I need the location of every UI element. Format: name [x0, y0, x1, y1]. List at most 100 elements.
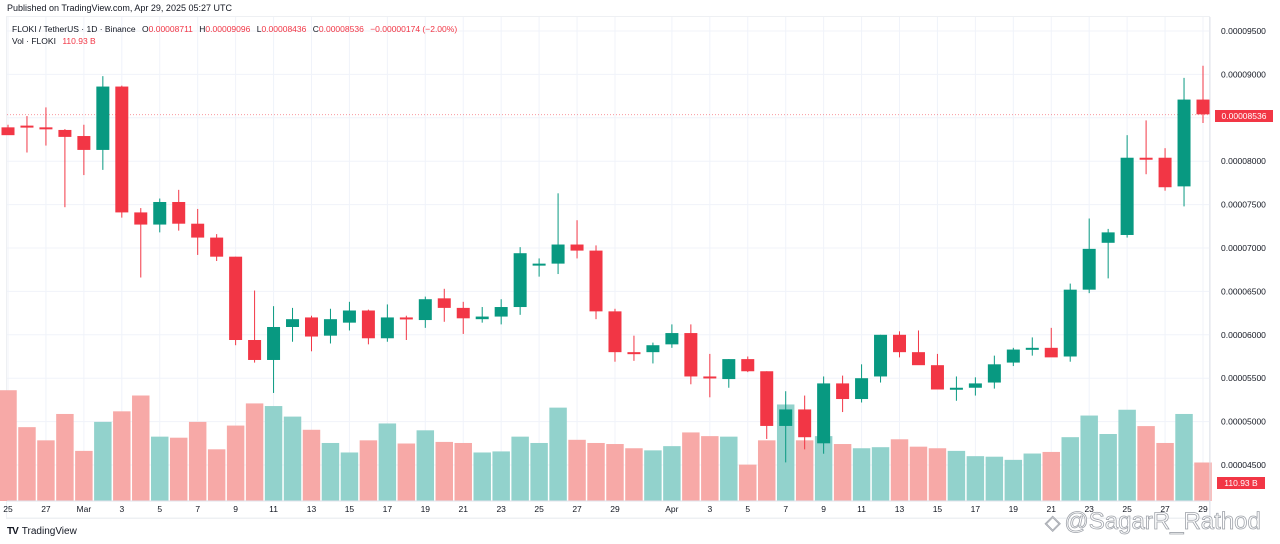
time-tick-label: 29 — [610, 504, 620, 514]
volume-bar — [644, 450, 662, 501]
time-tick-label: 13 — [895, 504, 905, 514]
volume-bar — [701, 436, 719, 501]
candle — [229, 256, 243, 346]
volume-bar — [852, 448, 871, 501]
candle-body — [646, 345, 660, 353]
candle — [987, 355, 1001, 389]
price-tick-label: 0.00006000 — [1221, 330, 1266, 340]
volume-bar — [833, 444, 852, 501]
candle — [930, 353, 944, 390]
candle-body — [494, 307, 508, 317]
high-label: H — [199, 24, 206, 34]
volume-bar — [1118, 409, 1136, 501]
candle-body — [1120, 157, 1134, 235]
candle — [20, 116, 34, 153]
candle-body — [1, 127, 15, 136]
volume-bar — [1042, 451, 1060, 501]
price-tick-label: 0.00007500 — [1221, 200, 1266, 210]
candle — [1025, 337, 1039, 356]
candle-body — [817, 383, 831, 444]
candle-body — [968, 383, 982, 388]
volume-bar — [56, 413, 74, 501]
candle-body — [684, 333, 698, 377]
candle-body — [911, 352, 925, 366]
volume-bar — [530, 442, 548, 501]
candle-body — [855, 378, 869, 400]
candle-body — [58, 129, 72, 137]
volume-bar — [132, 395, 150, 501]
candle-body — [1082, 248, 1096, 290]
volume-bar — [359, 440, 378, 501]
candle-body — [361, 310, 375, 339]
candle-body — [418, 299, 432, 321]
low-value: 0.00008436 — [261, 24, 307, 34]
volume-bar — [1137, 426, 1155, 501]
price-tick-label: 0.00005500 — [1221, 373, 1266, 383]
candle — [1082, 218, 1096, 294]
ohlc-row: FLOKI / TetherUS · 1D · Binance O 0.00008… — [12, 23, 457, 35]
candle-body — [722, 359, 736, 380]
volume-bar — [378, 423, 397, 501]
symbol-title[interactable]: FLOKI / TetherUS · 1D · Binance — [12, 24, 136, 34]
time-tick-label: 13 — [307, 504, 317, 514]
candle — [532, 258, 546, 277]
volume-bar — [985, 456, 1004, 501]
volume-bar — [94, 421, 112, 501]
candle-body — [39, 127, 53, 130]
volume-bar — [188, 421, 207, 501]
time-tick-label: 5 — [157, 504, 162, 514]
time-tick-label: 11 — [857, 504, 866, 514]
candle-body — [456, 307, 470, 319]
candle-body — [836, 383, 850, 400]
low-label: L — [256, 24, 262, 34]
volume-bar — [890, 439, 909, 501]
candle-body — [779, 409, 793, 426]
published-caption: Published on TradingView.com, Apr 29, 20… — [7, 3, 232, 13]
time-tick-label: Mar — [77, 504, 92, 514]
volume-bar — [226, 425, 245, 501]
candle — [286, 307, 300, 342]
time-tick-label: Apr — [665, 504, 678, 514]
volume-bar — [245, 403, 264, 501]
volume-bar — [1194, 462, 1212, 501]
time-tick-label: 3 — [119, 504, 124, 514]
candle — [760, 371, 774, 439]
candle-body — [589, 250, 603, 312]
price-tick-label: 0.00006500 — [1221, 286, 1266, 296]
time-tick-label: 25 — [1122, 504, 1132, 514]
candle-body — [760, 371, 774, 426]
candle — [1139, 120, 1153, 175]
volume-title[interactable]: Vol · FLOKI — [12, 36, 56, 46]
candle — [39, 107, 53, 146]
candle — [418, 296, 432, 328]
volume-bar — [473, 452, 491, 501]
candle — [1177, 77, 1191, 207]
tradingview-wordmark: TradingView — [21, 526, 77, 537]
volume-bar — [1099, 434, 1117, 501]
volume-bar — [18, 427, 36, 501]
volume-bar — [113, 411, 131, 501]
time-tick-label: 25 — [3, 504, 13, 514]
candle-body — [893, 334, 907, 353]
candle — [323, 308, 337, 344]
volume-bar — [1004, 459, 1023, 501]
price-tick-label: 0.00008000 — [1221, 156, 1266, 166]
watermark-text: @SagarR_Rathod — [1064, 508, 1261, 536]
time-tick-label: 23 — [1084, 504, 1094, 514]
candle — [172, 189, 186, 231]
candle — [1, 124, 15, 136]
volume-bar — [1156, 442, 1174, 501]
candlesticks — [1, 65, 1210, 463]
candle — [115, 85, 129, 218]
tradingview-logo[interactable]: TV TradingView — [7, 526, 77, 537]
time-tick-label: 17 — [971, 504, 981, 514]
volume-bar — [720, 436, 738, 501]
candle — [456, 301, 470, 334]
candle-body — [475, 316, 489, 320]
time-tick-label: 15 — [933, 504, 943, 514]
open-label: O — [142, 24, 149, 34]
candle-body — [1196, 99, 1210, 115]
time-tick-label: 17 — [383, 504, 393, 514]
candle-body — [551, 244, 565, 264]
